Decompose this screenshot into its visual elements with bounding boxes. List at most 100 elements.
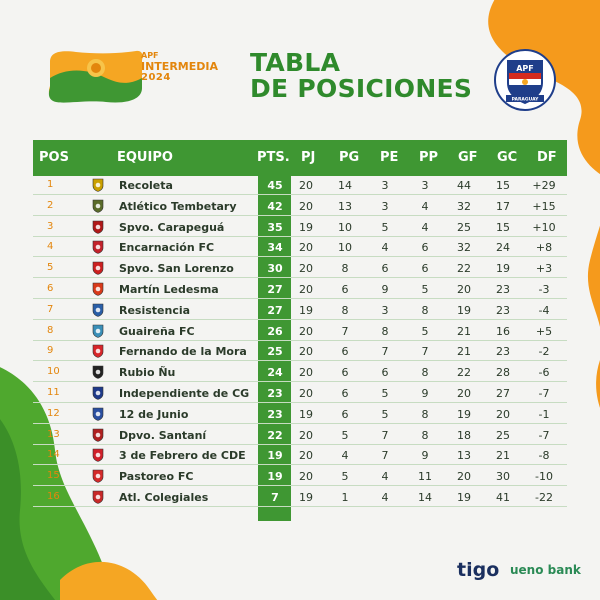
pj-cell: 20 [299,345,313,359]
pe-cell: 4 [381,491,389,504]
pg-cell: 4 [341,449,349,463]
gf-cell: 44 [457,179,471,192]
points-cell: 25 [267,345,283,359]
team-name-cell: Pastoreo FC [119,470,194,484]
team-badge-icon [92,324,104,338]
gf-cell: 19 [457,407,471,421]
pe-cell: 8 [381,324,389,338]
team-badge-icon [92,490,104,504]
gf-cell: 32 [457,241,471,255]
team-name-cell: Guaireña FC [119,324,195,338]
gc-cell: 20 [496,407,510,421]
pp-cell: 9 [421,387,429,400]
table-row: 16 Atl. Colegiales 7 19 1 4 14 19 41 -22 [33,490,567,507]
gc-cell: 28 [496,366,510,380]
df-cell: -4 [538,303,550,317]
pe-cell: 5 [381,387,389,400]
header-gf: GF [458,150,478,165]
position-cell: 15 [47,470,60,482]
team-name-cell: Atl. Colegiales [119,491,209,504]
team-badge-icon [92,178,104,192]
crest-apf-text: APF [516,64,534,73]
pe-cell: 3 [381,303,389,317]
team-badge-icon [92,386,104,400]
points-cell: 30 [267,262,283,276]
table-row: 5 Spvo. San Lorenzo 30 20 8 6 6 22 19 +3 [33,261,567,279]
header-pp: PP [419,150,439,165]
table-row: 3 Spvo. Carapeguá 35 19 10 5 4 25 15 +10 [33,220,567,237]
pp-cell: 8 [421,366,429,380]
position-cell: 12 [47,407,60,419]
gc-cell: 30 [496,470,510,484]
points-cell: 23 [267,387,283,400]
points-cell: 22 [267,428,283,442]
gf-cell: 20 [457,470,471,484]
header-pos: POS [39,150,69,165]
header-pj: PJ [301,150,316,165]
pj-cell: 20 [299,262,313,276]
pp-cell: 5 [421,324,429,338]
pg-cell: 6 [341,366,349,380]
header-pe: PE [380,150,399,165]
pj-cell: 20 [299,324,313,338]
df-cell: -2 [538,345,550,359]
pg-cell: 6 [341,387,349,400]
header-pg: PG [339,150,360,165]
pj-cell: 20 [299,199,313,213]
team-name-cell: Fernando de la Mora [119,345,247,359]
position-cell: 10 [47,366,60,378]
pg-cell: 14 [338,179,352,192]
gc-cell: 27 [496,387,510,400]
crest-banner-text: PARAGUAY [512,97,540,103]
table-row: 13 Dpvo. Santaní 22 20 5 7 8 18 25 -7 [33,428,567,445]
logo-apf-text: APF [141,51,159,60]
pj-cell: 19 [299,220,313,234]
position-cell: 3 [47,220,54,232]
pe-cell: 9 [381,283,389,296]
pp-cell: 8 [421,428,429,442]
team-name-cell: Encarnación FC [119,241,215,255]
pp-cell: 5 [421,283,429,296]
pj-cell: 20 [299,428,313,442]
df-cell: -6 [538,366,550,380]
team-badge-icon [92,199,104,213]
table-row: 7 Resistencia 27 19 8 3 8 19 23 -4 [33,303,567,320]
table-row: 11 Independiente de CG 23 20 6 5 9 20 27 -7 [33,386,567,403]
team-badge-icon [92,241,104,255]
pg-cell: 10 [338,220,352,234]
team-name-cell: Independiente de CG [119,387,250,400]
team-badge-icon [92,220,104,234]
pe-cell: 4 [381,470,389,484]
gc-cell: 41 [496,491,510,504]
position-cell: 9 [47,345,54,357]
header-team: EQUIPO [117,150,173,165]
pj-cell: 20 [299,241,313,255]
gc-cell: 16 [496,324,510,338]
pj-cell: 19 [299,303,313,317]
team-name-cell: Spvo. Carapeguá [119,220,225,234]
points-cell: 26 [267,324,283,338]
pg-cell: 6 [341,345,349,359]
decorative-bottom-orange-blob [60,562,158,600]
logo-intermedia-text: INTERMEDIA [141,60,218,73]
pe-cell: 7 [381,449,389,463]
points-cell: 19 [267,449,283,463]
pg-cell: 10 [338,241,352,255]
sponsor-tigo-logo: tigo [457,559,500,581]
title-line-1: TABLA [250,48,341,77]
position-cell: 14 [47,449,60,461]
pg-cell: 8 [341,303,349,317]
points-cell: 45 [267,179,283,192]
pp-cell: 14 [418,491,432,504]
team-name-cell: Resistencia [119,303,191,317]
team-name-cell: 12 de Junio [119,407,189,421]
gc-cell: 17 [496,199,510,213]
pp-cell: 9 [421,449,429,463]
gf-cell: 22 [457,262,471,276]
team-name-cell: Dpvo. Santaní [119,428,207,442]
pp-cell: 11 [418,470,432,484]
team-badge-icon [92,365,104,379]
pg-cell: 8 [341,262,349,276]
df-cell: +5 [535,324,553,338]
pe-cell: 7 [381,428,389,442]
